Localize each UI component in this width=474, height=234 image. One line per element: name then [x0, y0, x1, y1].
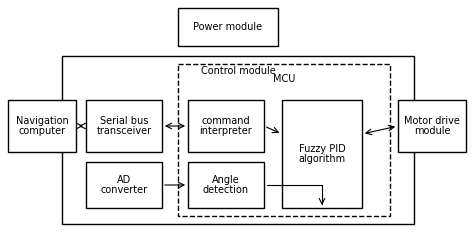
- Text: Angle: Angle: [212, 175, 240, 185]
- Bar: [86, 100, 162, 152]
- Text: detection: detection: [203, 185, 249, 195]
- Text: command: command: [202, 116, 250, 126]
- Text: module: module: [414, 126, 450, 136]
- Text: converter: converter: [100, 185, 147, 195]
- Text: interpreter: interpreter: [200, 126, 252, 136]
- Bar: [398, 100, 466, 152]
- Text: Power module: Power module: [193, 22, 263, 32]
- Text: Control module: Control module: [201, 66, 275, 76]
- Bar: [86, 162, 162, 208]
- Bar: [62, 56, 414, 224]
- Text: algorithm: algorithm: [299, 154, 346, 164]
- Text: Motor drive: Motor drive: [404, 116, 460, 126]
- Bar: [8, 100, 76, 152]
- Text: Serial bus: Serial bus: [100, 116, 148, 126]
- Bar: [282, 100, 362, 208]
- Bar: [188, 162, 264, 208]
- Bar: [178, 64, 390, 216]
- Text: computer: computer: [18, 126, 65, 136]
- Text: Fuzzy PID: Fuzzy PID: [299, 144, 346, 154]
- Bar: [178, 8, 278, 46]
- Text: MCU: MCU: [273, 74, 295, 84]
- Text: Navigation: Navigation: [16, 116, 68, 126]
- Text: transceiver: transceiver: [96, 126, 152, 136]
- Bar: [188, 100, 264, 152]
- Text: AD: AD: [117, 175, 131, 185]
